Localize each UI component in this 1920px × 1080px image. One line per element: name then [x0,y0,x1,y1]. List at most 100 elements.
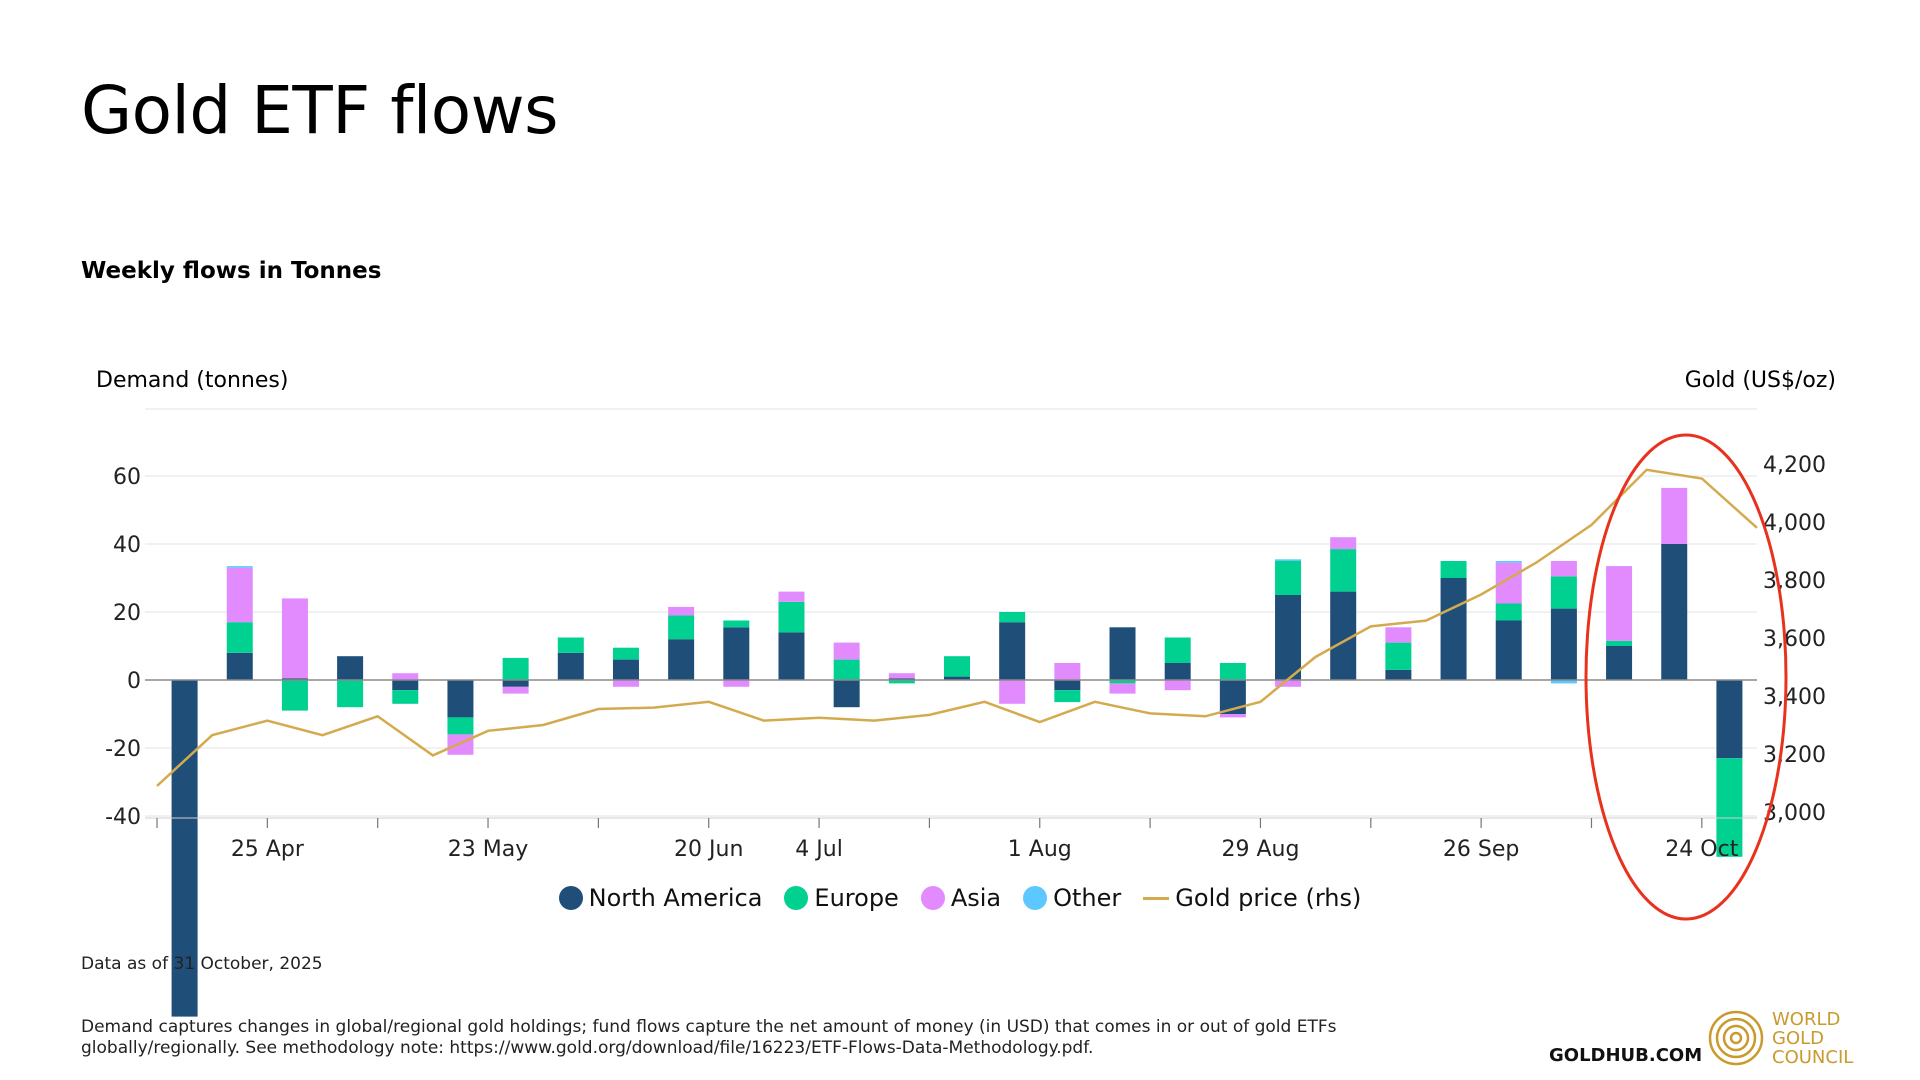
y-tick-label: -20 [105,737,141,762]
x-tick-label: 23 May [448,837,528,862]
wgc-wordmark: WORLD GOLD COUNCIL [1772,1010,1853,1067]
legend-swatch-other [1023,886,1048,910]
bar-north-america [337,656,364,680]
bar-europe [226,622,253,653]
bar-asia [447,734,474,755]
bar-asia [1606,566,1633,641]
bar-asia [888,673,915,679]
legend-label-gold-price: Gold price (rhs) [1175,884,1362,912]
bar-europe [1219,663,1246,680]
wgc-line-1: WORLD [1772,1009,1841,1030]
legend-item-asia[interactable]: Asia [920,884,1002,912]
bar-north-america [1164,663,1191,680]
bar-europe [557,637,584,653]
wgc-logo-icon [1708,1010,1764,1066]
bar-europe [833,659,860,680]
bar-north-america [171,680,198,1017]
bar-europe [1550,576,1577,609]
legend-label-europe: Europe [814,884,899,912]
bar-north-america [888,678,915,680]
legend-swatch-north-america [558,886,583,910]
bar-asia [1275,680,1302,687]
gold-price-line [156,468,1758,787]
legend-item-europe[interactable]: Europe [784,884,899,912]
chart-subtitle: Weekly flows in Tonnes [81,258,382,284]
right-axis-title: Gold (US$/oz) [1685,368,1836,393]
bar-europe [1164,637,1191,663]
legend-label-north-america: North America [588,884,763,912]
y2-tick-label: 3,600 [1763,627,1826,652]
y2-tick-label: 4,000 [1763,511,1826,536]
legend-item-north-america[interactable]: North America [558,884,763,912]
bar-europe [1330,549,1357,592]
bar-north-america [723,627,750,680]
right-y-axis: 4,200 4,000 3,800 3,600 3,400 3,200 3,000 [1763,453,1826,826]
bar-north-america [944,676,970,680]
bar-other [1550,680,1577,684]
bar-europe [1109,680,1136,684]
legend-swatch-asia [920,886,945,910]
legend-item-gold-price[interactable]: Gold price (rhs) [1143,884,1361,912]
bar-europe [281,680,308,711]
legend-swatch-europe [784,886,809,910]
bar-europe [668,615,695,640]
gold-price-line-group [156,468,1758,787]
left-y-axis: 60 40 20 0 -20 -40 [105,465,141,830]
bar-europe [999,612,1026,623]
x-tick-label: 25 Apr [231,837,305,862]
bar-europe [612,647,639,660]
bar-europe [447,717,474,735]
bar-asia [1330,537,1357,550]
bar-north-america [1109,627,1136,680]
bar-asia [778,591,805,602]
gridlines [145,408,1757,817]
bar-asia [392,673,419,680]
bar-north-america [447,680,474,718]
bar-north-america [1385,669,1412,680]
bar-north-america [502,680,529,687]
wgc-line-3: COUNCIL [1772,1047,1854,1068]
bar-europe [337,680,364,708]
y-tick-label: 20 [113,601,141,626]
bar-europe [888,680,915,684]
bar-north-america [1440,578,1467,680]
bar-other [1275,559,1302,561]
bar-asia [502,686,529,694]
bar-asia [226,567,253,623]
legend-label-asia: Asia [950,884,1002,912]
bar-europe [1385,642,1412,670]
legend-item-other[interactable]: Other [1023,884,1121,912]
x-tick-label: 24 Oct [1665,837,1738,862]
bar-asia [1164,680,1191,691]
y-tick-label: 60 [113,465,141,490]
bar-asia [1661,487,1688,544]
bar-north-america [1606,646,1633,680]
left-axis-title: Demand (tonnes) [96,368,288,393]
x-tick-label: 20 Jun [674,837,743,862]
legend-label-other: Other [1053,884,1122,912]
bar-north-america [833,680,860,708]
y-tick-label: -40 [105,805,141,830]
goldhub-link[interactable]: GOLDHUB.COM [1549,1045,1703,1066]
bar-asia [1219,714,1246,718]
y2-tick-label: 3,200 [1763,743,1826,768]
bar-other [226,566,253,568]
bar-asia [723,680,750,687]
bar-europe [1054,690,1081,703]
bar-asia [999,680,1026,704]
bar-europe [778,601,805,633]
bar-north-america [226,652,253,680]
bar-asia [612,680,639,687]
wgc-line-2: GOLD [1772,1028,1825,1049]
bar-asia [1550,561,1577,577]
bar-asia [1109,683,1136,694]
bar-north-america [778,632,805,680]
bar-north-america [1550,608,1577,680]
bar-north-america [1054,680,1081,691]
bar-europe [1495,603,1522,621]
data-as-of: Data as of 31 October, 2025 [81,954,323,974]
x-tick-label: 26 Sep [1443,837,1519,862]
bar-europe [502,657,529,680]
x-axis: 25 Apr 23 May 20 Jun 4 Jul 1 Aug 29 Aug 26 Sep… [145,817,1757,862]
